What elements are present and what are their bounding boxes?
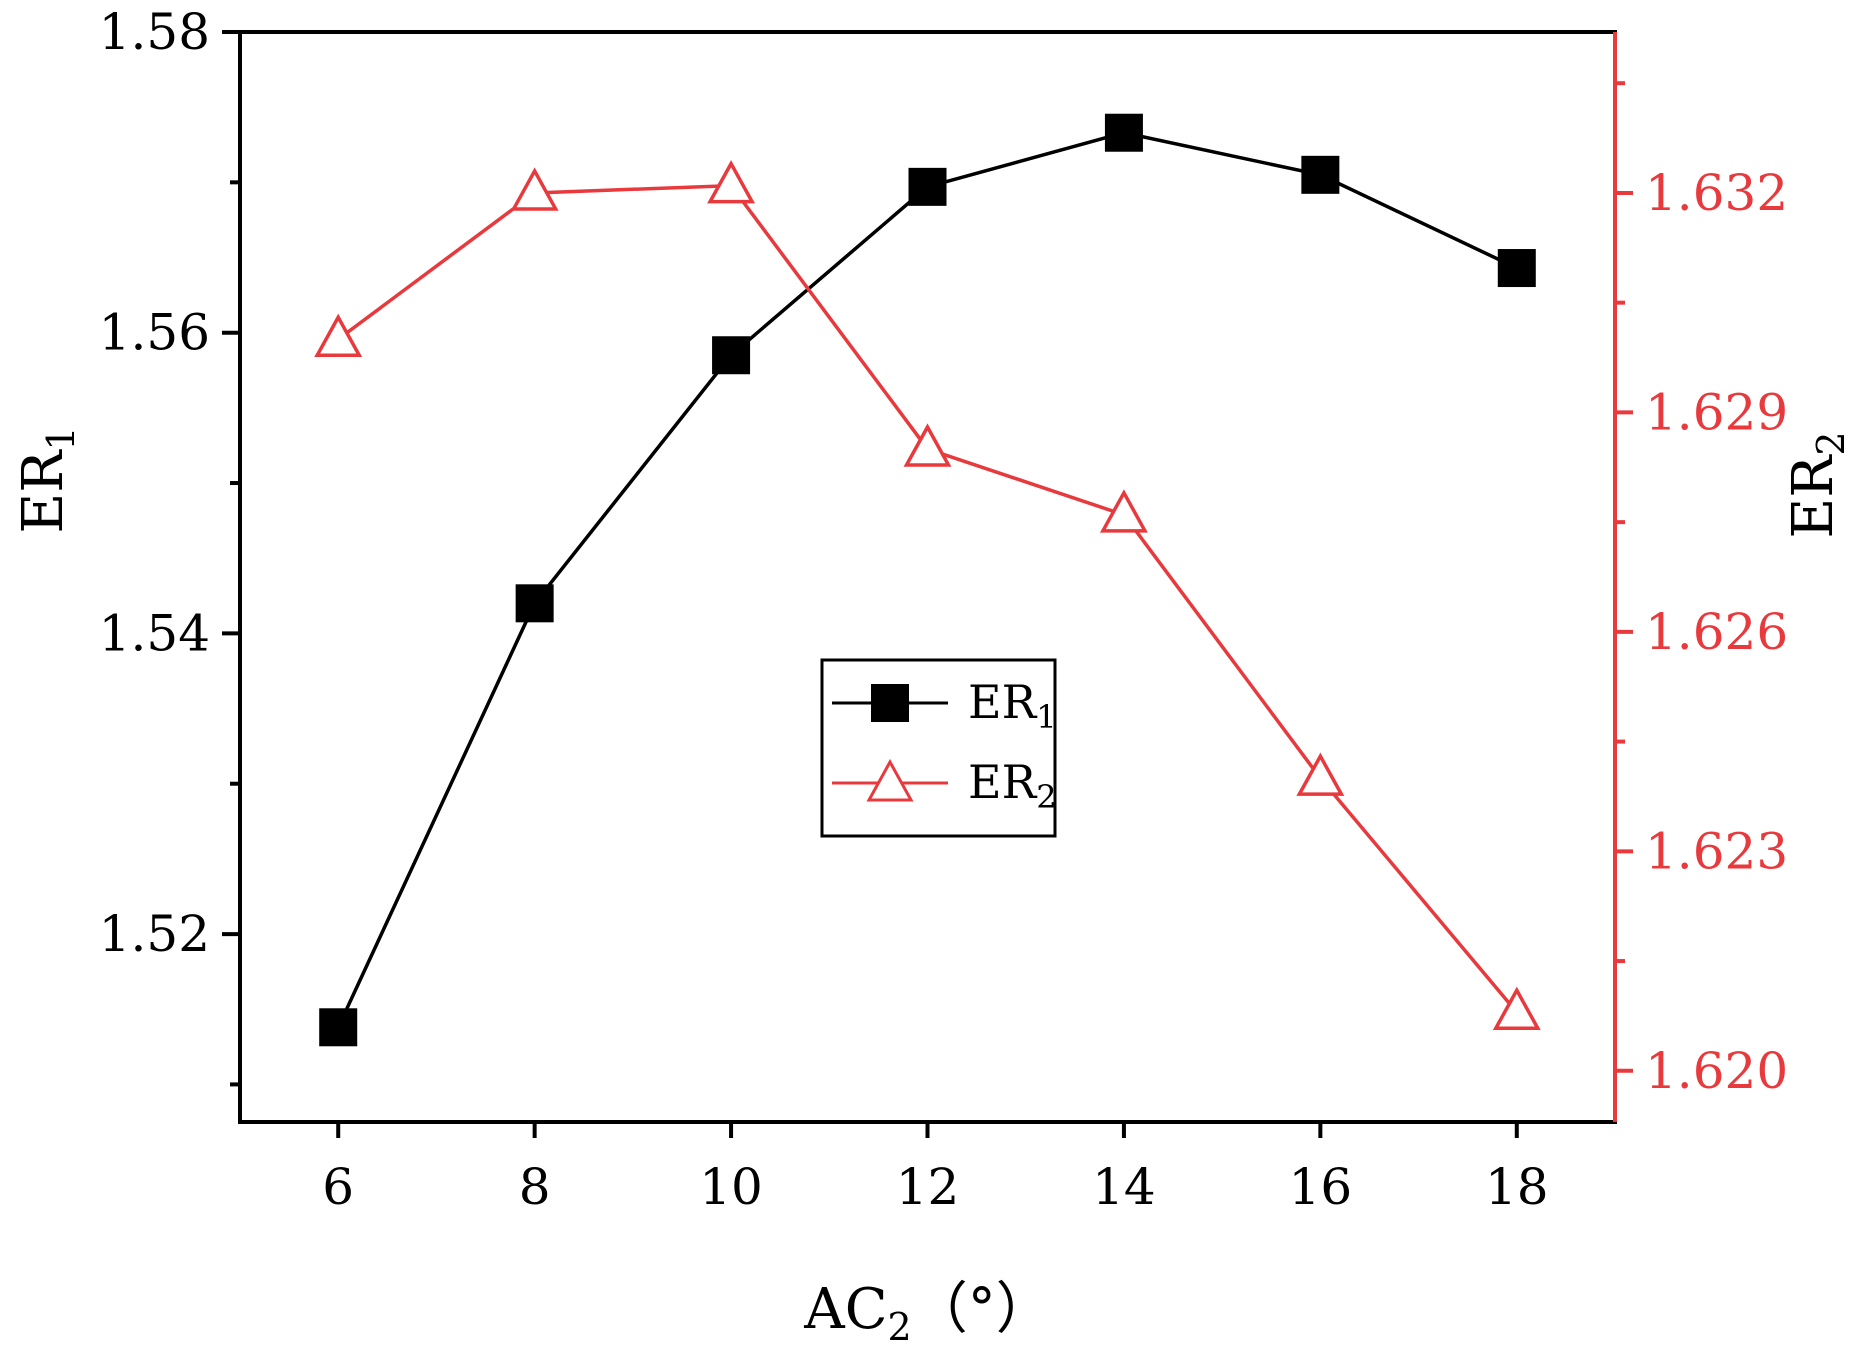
data-point-er2: [510, 167, 559, 211]
x-tick-label: 18: [1485, 1158, 1549, 1216]
x-axis-title-unit: （°）: [912, 1277, 1052, 1342]
right-axis-ticks: 1.620 1.623 1.626 1.629 1.632: [1615, 81, 1788, 1100]
data-point-er1: [712, 336, 751, 375]
x-tick-label: 8: [519, 1158, 551, 1216]
right-tick-label: 1.626: [1645, 603, 1788, 661]
right-tick-label: 1.623: [1645, 822, 1788, 880]
legend-label-er1-base: ER: [968, 675, 1038, 729]
right-tick-label: 1.629: [1645, 383, 1788, 441]
right-axis-title-sub: 2: [1809, 431, 1853, 455]
right-axis-title-base: ER: [1781, 454, 1846, 539]
legend-entry-er2: ER2: [832, 755, 1057, 816]
x-axis-title-base: AC: [803, 1277, 887, 1342]
x-tick-label: 10: [699, 1158, 763, 1216]
right-tick-label: 1.620: [1645, 1042, 1788, 1100]
data-point-er2: [903, 423, 952, 467]
legend-label-er2-sub: 2: [1036, 778, 1056, 816]
data-point-er1: [319, 1008, 358, 1047]
legend-entry-er1: ER1: [832, 675, 1057, 736]
data-point-er1: [515, 584, 554, 623]
series-line-er1: [336, 130, 1518, 1029]
x-axis-title: AC2（°）: [803, 1277, 1051, 1349]
right-axis-title: ER2: [1781, 431, 1853, 538]
data-point-er1: [1104, 113, 1143, 152]
left-tick-label: 1.52: [99, 905, 210, 963]
series-line-er2: [337, 183, 1519, 1014]
x-axis-title-sub: 2: [888, 1305, 912, 1349]
left-tick-label: 1.58: [99, 3, 210, 61]
left-axis-title: ER1: [11, 426, 83, 533]
right-tick-label: 1.632: [1645, 164, 1788, 222]
legend-label-er2-base: ER: [968, 755, 1038, 809]
series-lines: [336, 130, 1519, 1029]
left-tick-label: 1.54: [99, 604, 210, 662]
x-tick-label: 6: [322, 1158, 354, 1216]
legend-label-er2: ER2: [968, 755, 1057, 816]
data-point-er2: [1296, 752, 1345, 796]
legend-swatch-marker-er2: [866, 758, 914, 802]
x-tick-label: 14: [1092, 1158, 1156, 1216]
legend: ER1 ER2: [820, 658, 1057, 838]
data-point-er1: [1301, 155, 1340, 194]
left-tick-label: 1.56: [99, 304, 210, 362]
x-tick-label: 16: [1289, 1158, 1353, 1216]
data-point-er2: [707, 160, 756, 204]
data-point-er2: [314, 313, 363, 357]
data-point-er1: [1497, 249, 1536, 288]
data-point-er2: [1099, 489, 1148, 533]
x-tick-label: 12: [896, 1158, 960, 1216]
legend-box: [820, 658, 1057, 838]
legend-swatch-marker-er1: [871, 684, 909, 722]
left-axis-title-base: ER: [11, 449, 76, 534]
x-axis-ticks: 6 8 10 12 14 16 18: [322, 1122, 1549, 1216]
data-point-er1: [908, 167, 947, 206]
data-point-er2: [1492, 986, 1541, 1031]
legend-label-er1-sub: 1: [1036, 698, 1056, 736]
series-markers: [314, 113, 1541, 1047]
left-axis-ticks: 1.52 1.54 1.56 1.58: [99, 3, 240, 1087]
legend-label-er1: ER1: [968, 675, 1057, 736]
left-axis-title-sub: 1: [39, 426, 83, 450]
